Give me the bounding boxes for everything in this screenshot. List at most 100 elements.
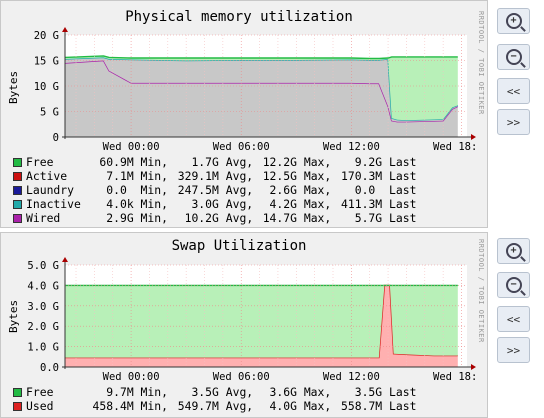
legend-last: 411.3M Last	[341, 197, 417, 211]
legend-last: 0.0 Last	[354, 183, 417, 197]
legend-avg: 3.0G Avg,	[191, 197, 254, 211]
legend-max: 12.5G Max,	[262, 169, 332, 183]
series-area-used	[65, 285, 458, 367]
scroll-forward-button[interactable]: >>	[497, 109, 530, 135]
swap-chart: 0.0 1.0 G 2.0 G 3.0 G 4.0 G 5.0 G Wed 00:00 Wed…	[27, 257, 477, 380]
legend-row: Used 458.4M Min, 549.7M Avg, 4.0G Max, 558.7…	[13, 399, 416, 413]
y-tick-label: 0.0	[40, 362, 59, 374]
legend-swatch	[13, 387, 22, 397]
legend-row: Inactive 4.0k Min, 3.0G Avg, 4.2G Max, 411.3…	[13, 197, 416, 211]
scroll-forward-button[interactable]: >>	[497, 337, 530, 363]
y-axis-arrow	[62, 257, 68, 262]
legend-last: 3.5G Last	[354, 385, 417, 399]
rrdtool-credit: RRDTOOL / TOBI OETIKER	[477, 11, 485, 115]
legend-name: Free	[26, 155, 54, 169]
legend-row: Free 9.7M Min, 3.5G Avg, 3.6G Max, 3.5G Last	[13, 385, 416, 399]
legend-min: 0.0 Min,	[106, 183, 168, 197]
legend-last: 9.2G Last	[354, 155, 417, 169]
series-area-inactive	[65, 57, 458, 122]
legend-min: 2.9G Min,	[106, 211, 168, 225]
y-tick-label: 1.0 G	[27, 342, 59, 354]
y-tick-label: 15 G	[34, 56, 59, 68]
legend-name: Inactive	[26, 197, 81, 211]
x-axis-arrow	[471, 134, 476, 140]
zoom-in-button[interactable]: +	[497, 238, 530, 264]
legend-avg: 3.5G Avg,	[191, 385, 254, 399]
x-tick-label: Wed 18:00	[433, 141, 477, 153]
legend-max: 12.2G Max,	[262, 155, 332, 169]
memory-graph-title: Physical memory utilization	[125, 9, 353, 25]
y-tick-label: 0	[53, 132, 59, 144]
double-chevron-right-icon: >>	[506, 115, 521, 129]
x-tick-label: Wed 18:00	[433, 371, 477, 380]
legend-name: Laundry	[26, 183, 75, 197]
legend-avg: 1.7G Avg,	[191, 155, 254, 169]
zoom-out-button[interactable]: −	[497, 44, 530, 70]
y-tick-label: 20 G	[34, 30, 59, 42]
magnifier-plus-icon: +	[505, 243, 522, 259]
swap-graph-title: Swap Utilization	[171, 238, 307, 254]
memory-legend: Free 60.9M Min, 1.7G Avg, 12.2G Max, 9.2G La…	[13, 155, 416, 225]
rrdtool-credit: RRDTOOL / TOBI OETIKER	[477, 239, 485, 343]
legend-avg: 10.2G Avg,	[184, 211, 254, 225]
legend-max: 2.6G Max,	[269, 183, 332, 197]
series-area-free	[65, 285, 458, 358]
legend-min: 60.9M Min,	[99, 155, 168, 169]
legend-avg: 549.7M Avg,	[177, 399, 254, 413]
double-chevron-left-icon: <<	[506, 84, 521, 98]
scroll-back-button[interactable]: <<	[497, 306, 530, 332]
memory-graph-panel: Physical memory utilization RRDTOOL / TO…	[0, 0, 488, 228]
swap-legend: Free 9.7M Min, 3.5G Avg, 3.6G Max, 3.5G Last…	[13, 385, 416, 413]
magnifier-plus-icon: +	[505, 13, 522, 29]
legend-row: Wired 2.9G Min, 10.2G Avg, 14.7G Max, 5.7G L…	[13, 211, 416, 225]
legend-name: Wired	[26, 211, 61, 225]
legend-swatch	[13, 171, 22, 181]
y-tick-label: 3.0 G	[27, 301, 59, 313]
zoom-out-button[interactable]: −	[497, 272, 530, 298]
legend-row: Free 60.9M Min, 1.7G Avg, 12.2G Max, 9.2G La…	[13, 155, 416, 169]
legend-swatch	[13, 157, 22, 167]
y-axis-arrow	[62, 27, 68, 32]
legend-avg: 247.5M Avg,	[177, 183, 254, 197]
series-area-wired	[65, 60, 458, 137]
legend-last: 558.7M Last	[341, 399, 417, 413]
series-line-free	[64, 55, 458, 60]
double-chevron-left-icon: <<	[506, 312, 521, 326]
legend-swatch	[13, 213, 22, 223]
y-tick-label: 10 G	[34, 81, 59, 93]
x-tick-label: Wed 00:00	[103, 371, 160, 380]
legend-max: 14.7G Max,	[262, 211, 332, 225]
legend-min: 4.0k Min,	[106, 197, 168, 211]
series-line-used	[65, 284, 458, 359]
double-chevron-right-icon: >>	[506, 343, 521, 357]
x-tick-label: Wed 12:00	[323, 371, 380, 380]
memory-chart: 0 5 G 10 G 15 G 20 G Wed 00:00 Wed 06:00 Wed 12…	[34, 27, 477, 153]
legend-max: 4.2G Max,	[269, 197, 332, 211]
legend-name: Used	[26, 399, 54, 413]
series-area-free	[65, 55, 458, 121]
y-tick-label: 5 G	[40, 107, 59, 119]
legend-swatch	[13, 185, 22, 195]
legend-row: Active 7.1M Min, 329.1M Avg, 12.5G Max, 170.…	[13, 169, 416, 183]
y-tick-label: 4.0 G	[27, 280, 59, 292]
legend-swatch	[13, 199, 22, 209]
zoom-in-button[interactable]: +	[497, 8, 530, 34]
legend-min: 458.4M Min,	[92, 399, 168, 413]
magnifier-minus-icon: −	[505, 277, 522, 293]
legend-min: 9.7M Min,	[106, 385, 168, 399]
legend-max: 3.6G Max,	[269, 385, 332, 399]
legend-avg: 329.1M Avg,	[177, 169, 254, 183]
legend-name: Free	[26, 385, 54, 399]
y-tick-label: 2.0 G	[27, 321, 59, 333]
x-tick-label: Wed 12:00	[323, 141, 380, 153]
legend-row: Laundry 0.0 Min, 247.5M Avg, 2.6G Max, 0.0 L…	[13, 183, 416, 197]
x-tick-label: Wed 06:00	[213, 371, 270, 380]
legend-min: 7.1M Min,	[106, 169, 168, 183]
legend-max: 4.0G Max,	[269, 399, 332, 413]
scroll-back-button[interactable]: <<	[497, 78, 530, 104]
magnifier-minus-icon: −	[505, 49, 522, 65]
x-tick-label: Wed 06:00	[213, 141, 270, 153]
x-axis-arrow	[471, 364, 476, 370]
legend-swatch	[13, 401, 22, 411]
x-tick-label: Wed 00:00	[103, 141, 160, 153]
